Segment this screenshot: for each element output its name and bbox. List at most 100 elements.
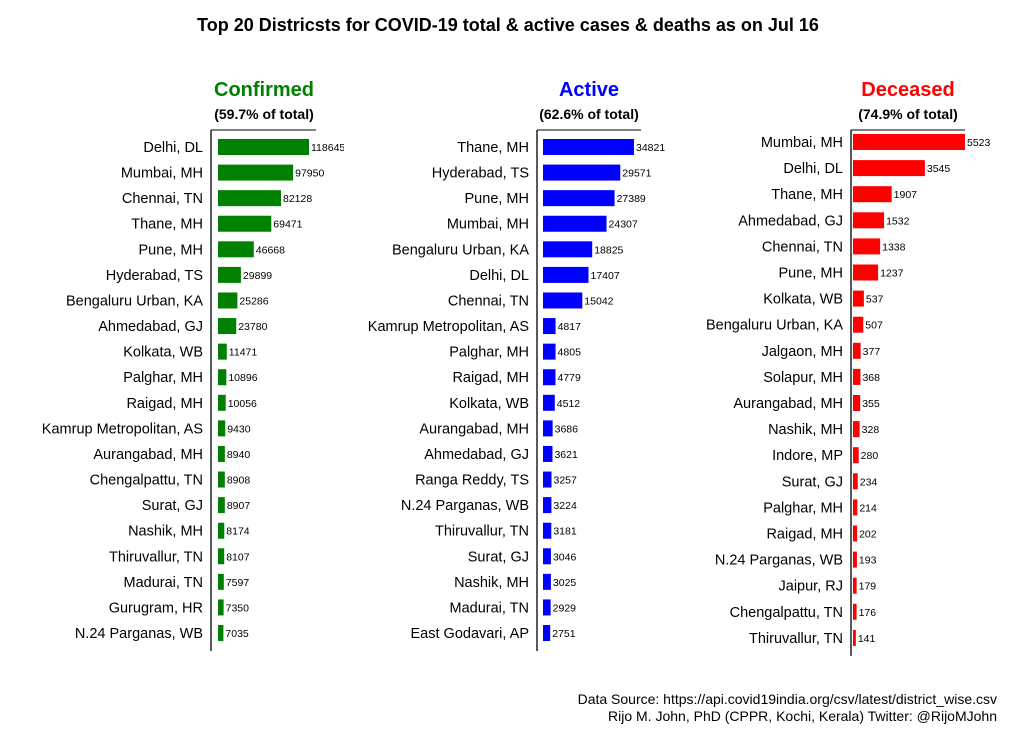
category-label: Mumbai, MH <box>447 217 529 233</box>
value-label: 29571 <box>622 168 651 180</box>
bar <box>218 318 237 335</box>
active-panel: Active (62.6% of total) 34821 29571 27389 243… <box>368 79 665 652</box>
category-label: Chengalpattu, TN <box>90 473 203 489</box>
bar <box>543 471 552 488</box>
confirmed-panel-title: Confirmed <box>214 79 314 101</box>
bar <box>218 394 226 411</box>
active-panel-title: Active <box>559 79 619 101</box>
value-label: 34821 <box>636 142 665 154</box>
value-label: 3621 <box>554 449 578 461</box>
bar <box>543 343 556 360</box>
category-label: Ahmedabad, GJ <box>424 447 529 463</box>
category-label: Thane, MH <box>457 140 529 156</box>
bar <box>218 266 241 283</box>
bar <box>853 212 885 229</box>
value-label: 234 <box>860 476 878 488</box>
bar <box>543 599 551 616</box>
category-label: Indore, MP <box>772 448 843 464</box>
category-label: Pune, MH <box>139 242 203 258</box>
value-label: 8107 <box>226 551 250 563</box>
category-label: Kolkata, WB <box>123 345 203 361</box>
bar <box>218 164 294 181</box>
category-label: Bengaluru Urban, KA <box>392 242 529 258</box>
bar <box>853 368 861 385</box>
bar <box>218 420 226 437</box>
bar <box>218 241 254 258</box>
category-label: Thane, MH <box>771 187 843 203</box>
category-label: Palghar, MH <box>449 345 529 361</box>
category-label: Aurangabad, MH <box>93 447 203 463</box>
category-label: Hyderabad, TS <box>106 268 203 284</box>
category-label: Nashik, MH <box>128 524 203 540</box>
value-label: 118645 <box>311 142 345 154</box>
value-label: 8940 <box>227 449 251 461</box>
confirmed-panel: Confirmed (59.7% of total) 118645 97950 8212… <box>42 79 345 652</box>
category-label: N.24 Parganas, WB <box>401 498 529 514</box>
category-label: Bengaluru Urban, KA <box>706 318 843 334</box>
bar <box>218 215 272 232</box>
value-label: 355 <box>862 398 880 410</box>
value-label: 3046 <box>553 551 577 563</box>
category-label: East Godavari, AP <box>411 626 529 642</box>
deceased-panel-subtitle: (74.9% of total) <box>858 106 958 122</box>
bar <box>853 160 925 177</box>
value-label: 25286 <box>239 295 268 307</box>
category-label: Delhi, DL <box>143 140 203 156</box>
category-label: Jalgaon, MH <box>762 344 843 360</box>
value-label: 3686 <box>555 423 579 435</box>
bar <box>543 266 589 283</box>
bar <box>218 139 309 155</box>
value-label: 8908 <box>227 475 251 487</box>
confirmed-panel-subtitle: (59.7% of total) <box>214 106 314 122</box>
value-label: 7035 <box>225 628 249 640</box>
category-label: N.24 Parganas, WB <box>75 626 203 642</box>
category-label: Solapur, MH <box>763 370 843 386</box>
value-label: 537 <box>866 294 884 306</box>
value-label: 23780 <box>238 321 267 333</box>
category-label: Mumbai, MH <box>121 166 203 182</box>
value-label: 377 <box>863 346 881 358</box>
bar <box>543 318 556 335</box>
bar <box>543 625 551 642</box>
category-label: Delhi, DL <box>469 268 529 284</box>
category-label: Kolkata, WB <box>763 292 843 308</box>
value-label: 193 <box>859 555 877 567</box>
value-label: 3025 <box>553 577 577 589</box>
bar <box>543 369 556 386</box>
bar <box>853 264 879 281</box>
category-label: Madurai, TN <box>449 600 529 616</box>
category-label: Kolkata, WB <box>449 396 529 412</box>
bar <box>853 447 859 464</box>
bar <box>853 134 965 150</box>
value-label: 3224 <box>553 500 577 512</box>
category-label: Raigad, MH <box>766 527 843 543</box>
value-label: 368 <box>862 372 880 384</box>
category-label: Thiruvallur, TN <box>435 524 529 540</box>
bar <box>853 316 864 333</box>
bar <box>218 522 225 539</box>
deceased-panel-title: Deceased <box>861 79 954 101</box>
bar <box>543 522 552 539</box>
value-label: 202 <box>859 529 877 541</box>
data-source-note: Data Source: https://api.covid19india.or… <box>578 691 997 707</box>
value-label: 17407 <box>590 270 619 282</box>
bar <box>543 215 607 232</box>
deceased-bars: 5523 3545 1907 1532 1338 1237 537 507 377 368 355 3… <box>853 134 991 646</box>
bar <box>218 369 227 386</box>
value-label: 4817 <box>558 321 582 333</box>
bar <box>853 395 861 411</box>
value-label: 5523 <box>967 137 991 149</box>
category-label: Chennai, TN <box>448 293 529 309</box>
value-label: 3257 <box>554 475 578 487</box>
category-label: Nashik, MH <box>768 422 843 438</box>
value-label: 1237 <box>880 268 904 280</box>
category-label: N.24 Parganas, WB <box>715 553 843 569</box>
value-label: 141 <box>858 633 876 645</box>
category-label: Surat, GJ <box>142 498 203 514</box>
value-label: 24307 <box>609 219 638 231</box>
value-label: 82128 <box>283 193 312 205</box>
bar <box>853 238 881 255</box>
value-label: 46668 <box>256 244 285 256</box>
bar <box>218 625 224 642</box>
bar <box>543 497 552 514</box>
